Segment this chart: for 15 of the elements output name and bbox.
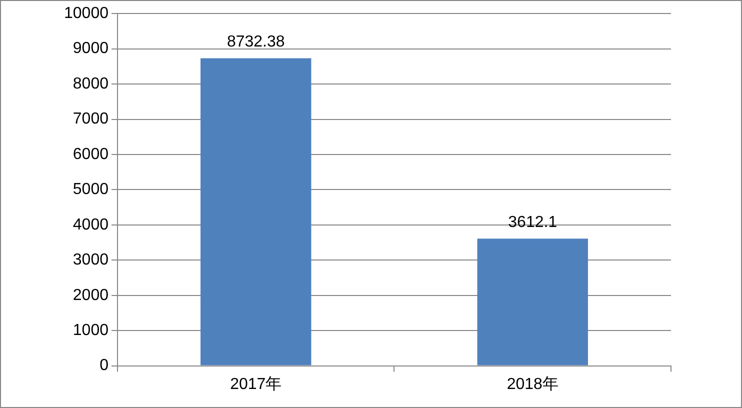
y-tick-label: 8000 bbox=[72, 75, 109, 92]
data-label: 8732.38 bbox=[226, 34, 285, 51]
y-tick-label: 3000 bbox=[72, 252, 109, 269]
y-tick-label: 5000 bbox=[72, 181, 109, 198]
y-tick-label: 7000 bbox=[72, 110, 109, 128]
x-tick-label: 2017年 bbox=[230, 376, 282, 393]
x-tick-label: 2018年 bbox=[506, 376, 558, 393]
y-tick-label: 6000 bbox=[72, 146, 109, 163]
y-tick-label: 4000 bbox=[72, 216, 109, 234]
y-tick-label: 0 bbox=[100, 357, 109, 374]
y-tick-label: 1000 bbox=[72, 322, 109, 339]
y-tick-label: 9000 bbox=[72, 40, 109, 58]
data-label: 3612.1 bbox=[508, 214, 558, 231]
y-tick-label: 10000 bbox=[64, 5, 109, 22]
y-tick-label: 2000 bbox=[72, 286, 109, 304]
